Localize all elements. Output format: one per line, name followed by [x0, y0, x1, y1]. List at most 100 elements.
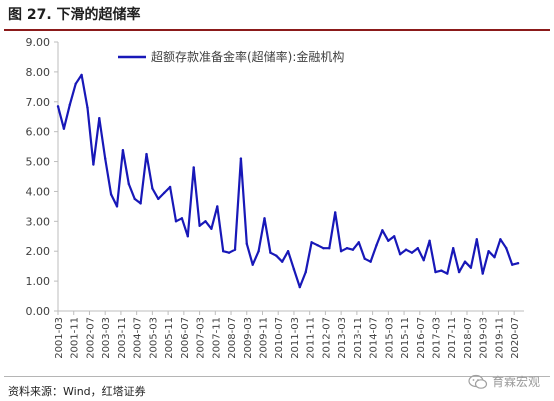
- data-point: [334, 211, 337, 214]
- y-tick-label: 5.00: [26, 156, 51, 169]
- x-tick-label: 2015-03: [384, 317, 395, 359]
- y-tick-label: 8.00: [26, 66, 51, 79]
- x-tick-label: 2005-11: [164, 317, 175, 359]
- y-tick-label: 6.00: [26, 126, 51, 139]
- data-point: [98, 117, 101, 120]
- data-point: [505, 247, 508, 250]
- data-point: [516, 262, 520, 265]
- watermark-text: 育霖宏观: [491, 375, 540, 389]
- data-point: [56, 105, 60, 108]
- data-point: [363, 257, 366, 260]
- y-tick-label: 3.00: [26, 215, 51, 228]
- data-point: [404, 248, 408, 251]
- data-point: [381, 229, 384, 232]
- y-tick-label: 2.00: [26, 245, 51, 258]
- source-note: 资料来源：Wind，红塔证券: [8, 385, 146, 398]
- x-tick-label: 2019-11: [494, 317, 505, 359]
- data-point: [481, 272, 484, 275]
- data-point: [275, 254, 278, 257]
- data-point: [387, 239, 390, 242]
- data-point: [339, 250, 343, 253]
- x-tick-label: 2004-07: [133, 317, 144, 359]
- x-tick-label: 2017-03: [432, 317, 443, 359]
- y-tick-label: 9.00: [26, 36, 51, 49]
- x-tick-label: 2014-07: [369, 317, 380, 359]
- data-point: [145, 152, 148, 156]
- data-point: [115, 205, 119, 208]
- y-tick-label: 7.00: [26, 96, 51, 109]
- data-point: [263, 217, 266, 220]
- x-tick-label: 2012-07: [321, 317, 332, 359]
- x-tick-label: 2003-11: [117, 317, 128, 359]
- legend-label: 超额存款准备金率(超储率):金融机构: [151, 49, 344, 64]
- x-tick-label: 2018-07: [463, 317, 474, 359]
- data-point: [68, 103, 72, 107]
- x-tick-label: 2001-11: [70, 317, 81, 359]
- data-point: [440, 269, 443, 272]
- data-point: [345, 247, 349, 250]
- data-point: [487, 250, 490, 253]
- data-point: [168, 185, 172, 189]
- watermark: 育霖宏观: [468, 373, 540, 390]
- series-line: [56, 73, 519, 289]
- data-point: [357, 241, 360, 244]
- data-point: [210, 227, 213, 230]
- x-tick-label: 2013-11: [353, 317, 364, 359]
- title-rule: [4, 29, 550, 31]
- data-point: [204, 220, 207, 223]
- data-point: [163, 191, 166, 195]
- figure-title: 图 27. 下滑的超储率: [8, 7, 141, 23]
- data-point: [180, 217, 184, 220]
- data-point: [328, 247, 331, 250]
- data-point: [416, 247, 419, 250]
- data-point: [452, 247, 455, 250]
- x-tick-label: 2008-07: [227, 317, 238, 359]
- data-point: [198, 224, 201, 227]
- data-point: [157, 197, 160, 201]
- x-tick-label: 2013-03: [337, 317, 348, 359]
- data-point: [74, 82, 77, 85]
- data-point: [216, 205, 219, 208]
- bottom-rule: [4, 376, 550, 377]
- line-chart: 0.00 1.00 2.00 3.00 4.00 5.00 6.00 7.00 8.00 9.00…: [26, 36, 524, 359]
- data-point: [233, 248, 237, 251]
- data-point: [62, 127, 66, 130]
- data-point: [369, 260, 372, 263]
- data-point: [269, 251, 272, 254]
- x-tick-label: 2001-03: [54, 317, 65, 359]
- x-tick-label: 2015-11: [400, 317, 411, 359]
- data-point: [227, 251, 231, 254]
- data-point: [298, 285, 301, 289]
- y-tick-label: 1.00: [26, 275, 51, 288]
- data-point: [80, 73, 83, 77]
- x-tick-label: 2011-03: [290, 317, 301, 359]
- data-point: [434, 270, 437, 274]
- data-point: [511, 263, 514, 266]
- data-point: [174, 220, 178, 223]
- data-point: [410, 251, 414, 254]
- data-point: [457, 270, 461, 274]
- x-tick-label: 2006-07: [180, 317, 191, 359]
- wechat-icon: [468, 374, 488, 389]
- data-point: [281, 260, 284, 263]
- data-point: [499, 238, 502, 241]
- data-point: [375, 244, 378, 247]
- x-tick-label: 2019-03: [479, 317, 490, 359]
- data-point: [428, 239, 431, 242]
- x-tick-label: 2020-07: [510, 317, 521, 359]
- data-point: [245, 242, 248, 245]
- data-point: [316, 244, 319, 247]
- x-tick-label: 2010-07: [274, 317, 285, 359]
- data-point: [121, 149, 125, 152]
- x-tick-label: 2011-11: [306, 317, 317, 359]
- x-tick-label: 2002-07: [85, 317, 96, 359]
- data-point: [292, 268, 296, 271]
- data-point: [192, 166, 195, 169]
- x-tick-label: 2005-03: [148, 317, 159, 359]
- x-tick-label: 2016-07: [416, 317, 427, 359]
- data-point: [139, 202, 142, 205]
- data-point: [463, 260, 467, 263]
- data-point: [133, 197, 136, 201]
- x-axis: 2001-03 2001-11 2002-07 2003-03 2003-11 2004-…: [54, 310, 524, 359]
- y-tick-label: 4.00: [26, 185, 51, 198]
